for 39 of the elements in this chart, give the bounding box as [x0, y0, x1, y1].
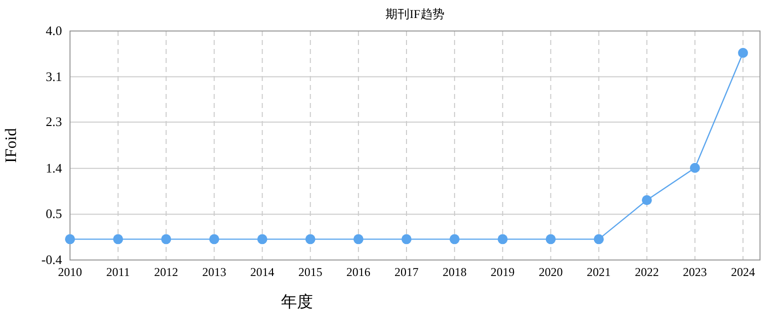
x-tick-label: 2020	[538, 265, 563, 279]
x-tick-label: 2012	[154, 265, 178, 279]
x-tick-label: 2010	[58, 265, 82, 279]
x-tick-label: 2016	[346, 265, 370, 279]
point	[65, 234, 75, 244]
point	[498, 234, 508, 244]
point	[113, 234, 124, 244]
x-tick-label: 2021	[586, 265, 611, 279]
y-tick-label: 1.4	[46, 160, 62, 176]
point	[642, 195, 652, 206]
x-tick-label: 2018	[442, 265, 467, 279]
x-tick-label: 2011	[106, 265, 130, 279]
point	[690, 162, 700, 173]
point	[161, 234, 172, 244]
x-tick-label: 2014	[250, 265, 274, 279]
point	[209, 234, 220, 244]
point	[594, 234, 604, 244]
x-tick-label: 2015	[298, 265, 322, 279]
point	[402, 234, 412, 244]
x-axis-title: 年度	[281, 293, 313, 311]
point	[738, 48, 748, 58]
point	[450, 234, 460, 244]
x-tick-label: 2017	[394, 265, 418, 279]
point	[305, 234, 316, 244]
x-tick-label: 2022	[634, 265, 659, 279]
x-tick-label: 2024	[731, 265, 755, 279]
y-tick-label: 2.3	[46, 114, 62, 130]
y-tick-label: -0.4	[41, 252, 62, 267]
x-tick-label: 2023	[682, 265, 707, 279]
point	[257, 234, 268, 244]
point	[353, 234, 364, 244]
y-tick-label: 3.1	[46, 68, 62, 84]
y-axis-title: IFoid	[3, 128, 20, 163]
y-tick-label: 0.5	[46, 206, 62, 222]
x-tick-label: 2013	[202, 265, 226, 279]
point	[546, 234, 556, 244]
chart-title: 期刊IF趋势	[386, 7, 444, 21]
y-tick-label: 4.0	[46, 23, 62, 38]
x-tick-label: 2019	[490, 265, 515, 279]
